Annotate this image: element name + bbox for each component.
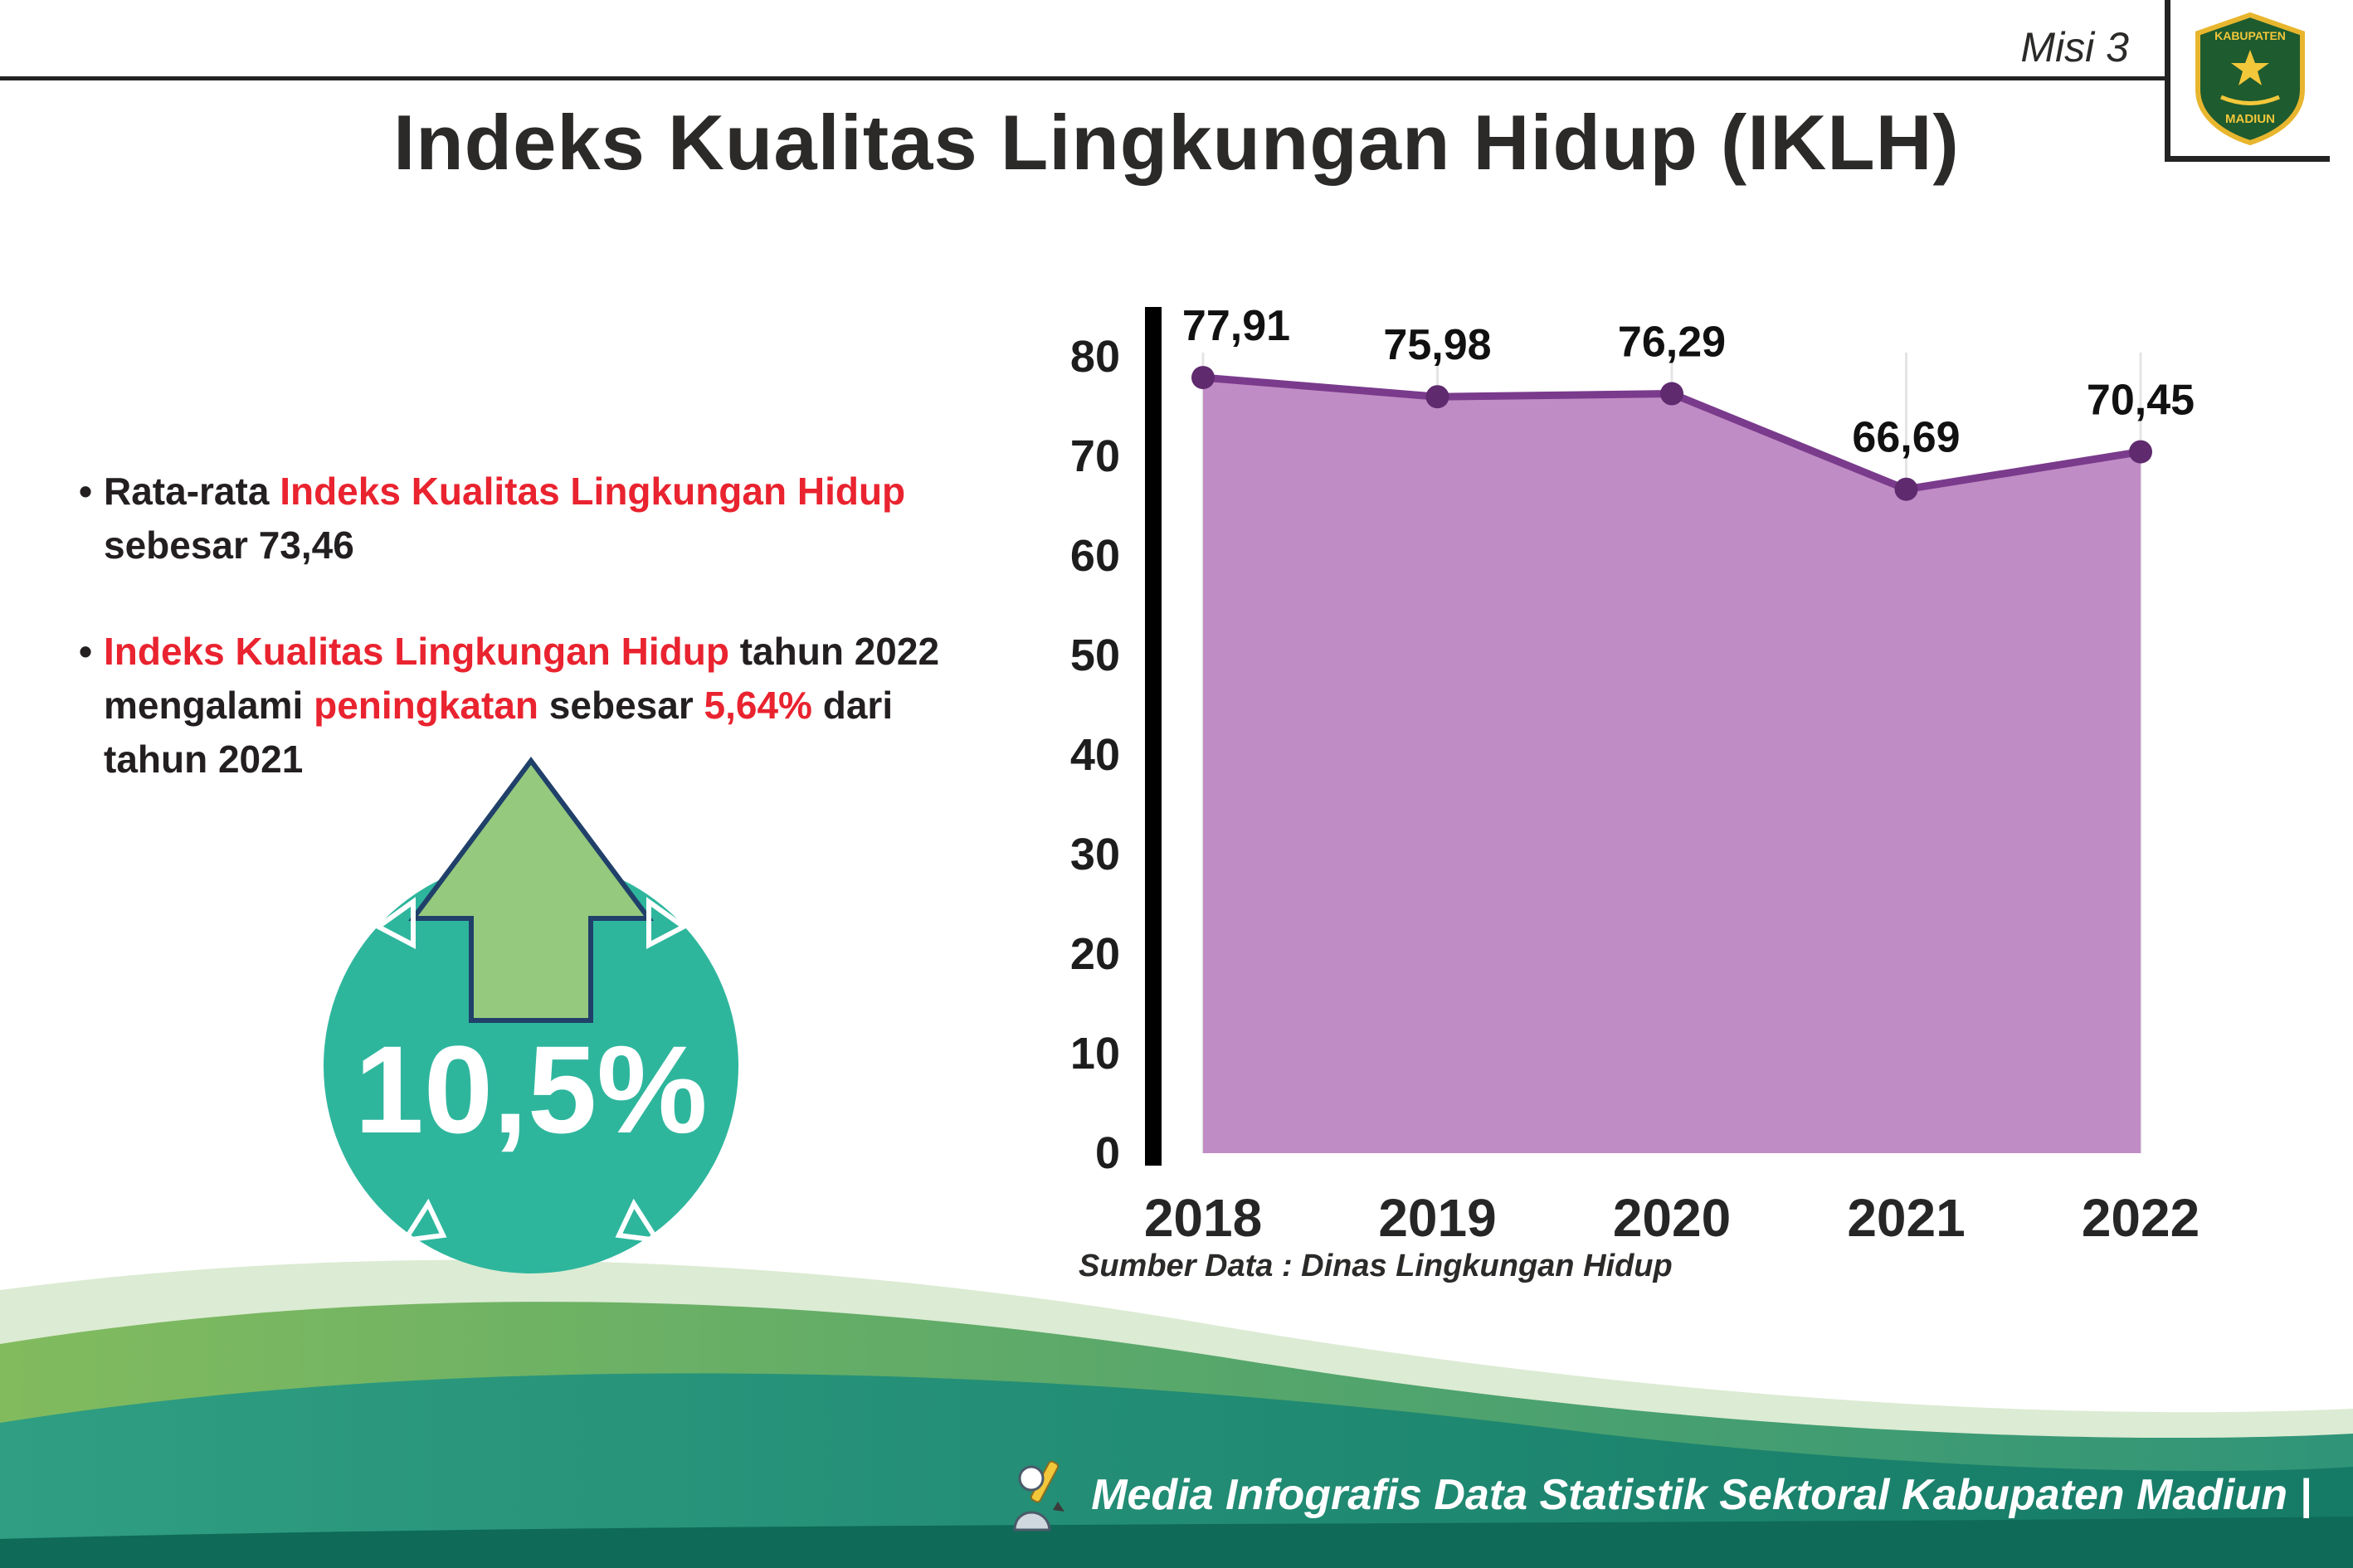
svg-text:50: 50 <box>1070 631 1120 680</box>
logo-bottom-text: MADIUN <box>2225 112 2275 126</box>
svg-text:77,91: 77,91 <box>1182 302 1290 350</box>
svg-text:2021: 2021 <box>1847 1188 1965 1248</box>
svg-text:2018: 2018 <box>1144 1188 1262 1248</box>
note-2-highlight-3: 5,64% <box>704 683 812 727</box>
svg-text:60: 60 <box>1070 531 1120 581</box>
logo-top-text: KABUPATEN <box>2214 29 2286 42</box>
svg-text:0: 0 <box>1095 1128 1120 1178</box>
footer-credit-text: Media Infografis Data Statistik Sektoral… <box>1091 1471 2312 1519</box>
note-2-highlight-1: Indeks Kualitas Lingkungan Hidup <box>104 629 729 673</box>
badge-circle <box>324 859 738 1273</box>
svg-text:76,29: 76,29 <box>1618 319 1726 367</box>
svg-text:40: 40 <box>1070 730 1120 780</box>
badge-triangle-accents <box>373 897 689 1244</box>
note-2-mid-2: sebesar <box>538 683 704 727</box>
note-2-suffix: dari tahun 2021 <box>104 683 894 782</box>
svg-text:80: 80 <box>1070 332 1120 382</box>
badge-value: 10,5% <box>354 1020 707 1159</box>
note-1-prefix: Rata-rata <box>104 470 280 513</box>
crest-icon: KABUPATEN MADIUN <box>2195 12 2305 145</box>
mission-label: Misi 3 <box>2020 24 2129 71</box>
footer-credit: Media Infografis Data Statistik Sektoral… <box>1003 1454 2312 1536</box>
increase-badge: 10,5% <box>324 756 738 1273</box>
svg-text:30: 30 <box>1070 830 1120 879</box>
page-title: Indeks Kualitas Lingkungan Hidup (IKLH) <box>393 99 1960 186</box>
source-note: Sumber Data : Dinas Lingkungan Hidup <box>1079 1249 1673 1283</box>
svg-text:2022: 2022 <box>2082 1188 2200 1248</box>
note-1-highlight: Indeks Kualitas Lingkungan Hidup <box>280 470 906 513</box>
up-arrow-icon <box>408 756 654 1023</box>
iklh-area-chart: 77,91 75,98 76,29 66,69 70,45 0 10 20 30 40 50 60 70… <box>1070 302 2200 1248</box>
header-divider-line <box>0 76 2167 80</box>
svg-text:75,98: 75,98 <box>1383 321 1491 369</box>
note-1-suffix: sebesar 73,46 <box>104 523 354 567</box>
svg-text:20: 20 <box>1070 929 1120 979</box>
kabupaten-madiun-logo: KABUPATEN MADIUN <box>2165 0 2330 162</box>
footer-waves <box>0 1259 2353 1568</box>
svg-text:2019: 2019 <box>1378 1188 1496 1248</box>
svg-text:66,69: 66,69 <box>1852 414 1960 462</box>
svg-text:70: 70 <box>1070 431 1120 481</box>
note-2-highlight-2: peningkatan <box>314 683 539 727</box>
note-increase-iklh: Indeks Kualitas Lingkungan Hidup tahun 2… <box>79 625 958 787</box>
svg-text:10: 10 <box>1070 1029 1120 1079</box>
svg-text:2020: 2020 <box>1613 1188 1731 1248</box>
note-average-iklh: Rata-rata Indeks Kualitas Lingkungan Hid… <box>79 465 958 573</box>
svg-text:70,45: 70,45 <box>2087 377 2195 425</box>
mascot-writer-icon <box>1013 1460 1065 1531</box>
note-2-mid-1: tahun 2022 mengalami <box>104 629 940 727</box>
notes-panel: Rata-rata Indeks Kualitas Lingkungan Hid… <box>79 465 958 839</box>
